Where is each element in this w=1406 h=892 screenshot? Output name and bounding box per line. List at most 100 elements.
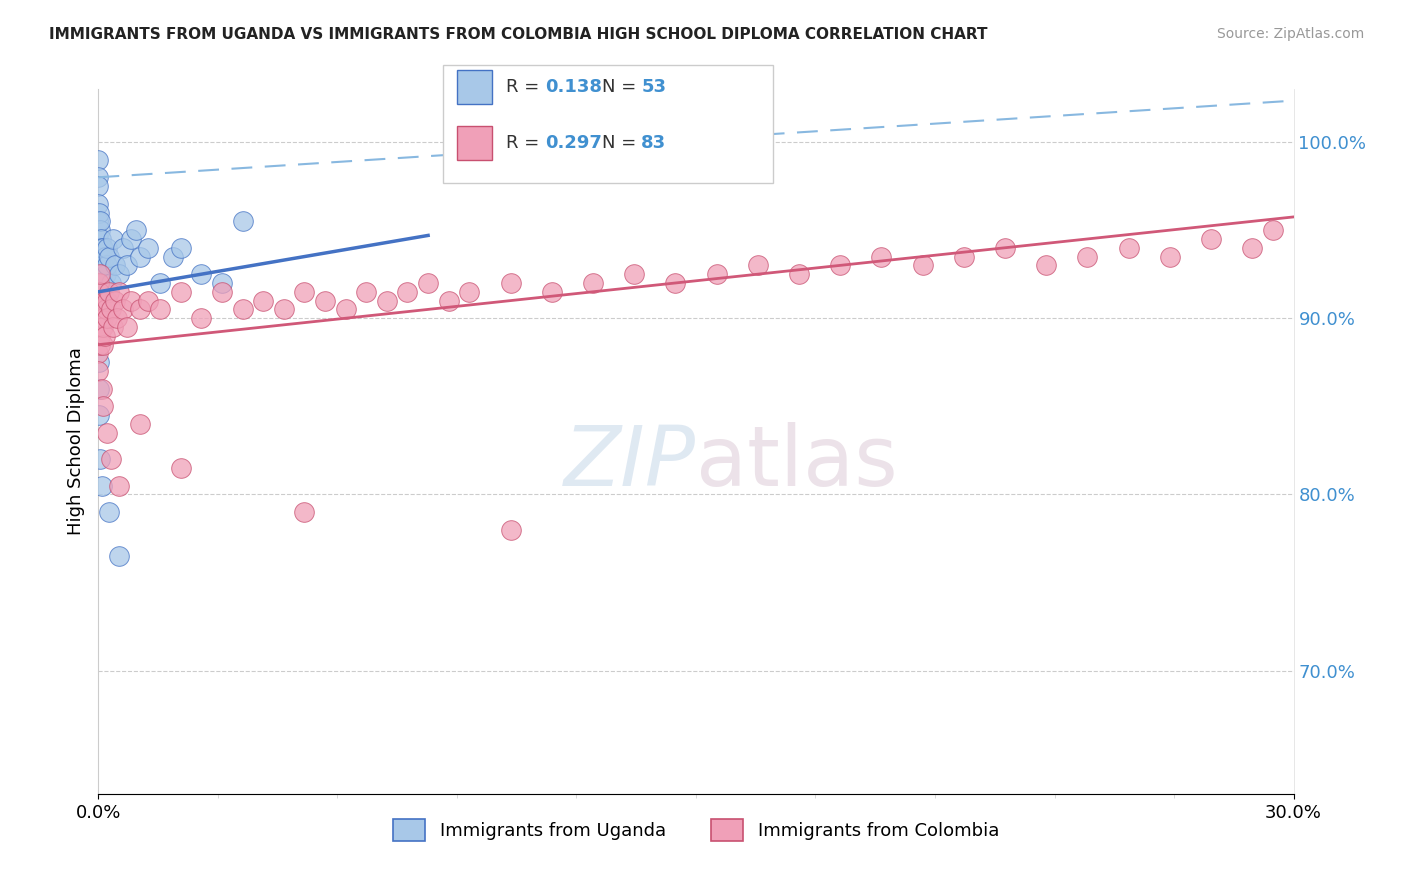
Point bbox=[162, 250, 184, 264]
Point bbox=[104, 259, 127, 273]
Text: IMMIGRANTS FROM UGANDA VS IMMIGRANTS FROM COLOMBIA HIGH SCHOOL DIPLOMA CORRELATI: IMMIGRANTS FROM UGANDA VS IMMIGRANTS FRO… bbox=[49, 27, 987, 42]
Point bbox=[1261, 223, 1284, 237]
Point bbox=[96, 241, 118, 255]
Point bbox=[89, 293, 111, 308]
Point bbox=[89, 223, 111, 237]
Point bbox=[89, 214, 111, 228]
Point bbox=[314, 293, 336, 308]
Point bbox=[91, 337, 114, 351]
Point bbox=[190, 311, 212, 326]
Point bbox=[89, 267, 111, 281]
Point bbox=[89, 250, 111, 264]
Point bbox=[953, 250, 976, 264]
Point bbox=[136, 293, 159, 308]
Point bbox=[211, 276, 233, 290]
Point bbox=[87, 355, 110, 369]
Point bbox=[232, 302, 254, 317]
Point bbox=[623, 267, 645, 281]
Point bbox=[89, 241, 111, 255]
Point bbox=[89, 267, 111, 281]
Point bbox=[294, 505, 316, 519]
Point bbox=[90, 285, 112, 299]
Point bbox=[90, 478, 112, 492]
Text: N =: N = bbox=[602, 134, 641, 152]
Point bbox=[87, 320, 110, 334]
Point bbox=[89, 337, 111, 351]
Point bbox=[87, 293, 110, 308]
Point bbox=[90, 302, 112, 317]
Point bbox=[375, 293, 398, 308]
Point bbox=[149, 276, 172, 290]
Point bbox=[273, 302, 295, 317]
Point bbox=[499, 276, 522, 290]
Point bbox=[101, 320, 124, 334]
Point bbox=[540, 285, 562, 299]
Point bbox=[91, 259, 114, 273]
Point bbox=[1199, 232, 1222, 246]
Point bbox=[747, 259, 769, 273]
Point bbox=[89, 408, 111, 422]
Point bbox=[108, 267, 131, 281]
Point bbox=[89, 241, 111, 255]
Text: R =: R = bbox=[506, 134, 546, 152]
Point bbox=[1076, 250, 1098, 264]
Point bbox=[136, 241, 159, 255]
Y-axis label: High School Diploma: High School Diploma bbox=[66, 348, 84, 535]
Point bbox=[437, 293, 460, 308]
Point bbox=[96, 293, 118, 308]
Point bbox=[93, 293, 115, 308]
Text: ZIP: ZIP bbox=[564, 422, 696, 503]
Point bbox=[96, 259, 118, 273]
Text: R =: R = bbox=[506, 78, 546, 96]
Point bbox=[870, 250, 893, 264]
Text: N =: N = bbox=[602, 78, 641, 96]
Point bbox=[128, 250, 150, 264]
Point bbox=[87, 232, 110, 246]
Point bbox=[90, 382, 112, 396]
Text: 0.297: 0.297 bbox=[546, 134, 602, 152]
Point bbox=[87, 196, 110, 211]
Point bbox=[170, 461, 193, 475]
Text: atlas: atlas bbox=[696, 422, 897, 503]
Point bbox=[89, 320, 111, 334]
Point bbox=[87, 311, 110, 326]
Point bbox=[416, 276, 439, 290]
Text: 83: 83 bbox=[641, 134, 666, 152]
Point bbox=[89, 259, 111, 273]
Point bbox=[108, 478, 131, 492]
Point bbox=[112, 302, 135, 317]
Point bbox=[101, 232, 124, 246]
Point bbox=[93, 329, 115, 343]
Point bbox=[120, 232, 142, 246]
Point bbox=[89, 285, 111, 299]
Point bbox=[128, 302, 150, 317]
Point bbox=[104, 293, 127, 308]
Point bbox=[90, 267, 112, 281]
Point bbox=[124, 223, 146, 237]
Point bbox=[396, 285, 419, 299]
Text: 0.138: 0.138 bbox=[546, 78, 603, 96]
Point bbox=[356, 285, 378, 299]
Point bbox=[87, 179, 110, 194]
Point bbox=[87, 382, 110, 396]
Point bbox=[93, 241, 115, 255]
Point bbox=[89, 205, 111, 219]
Point bbox=[89, 311, 111, 326]
Point bbox=[787, 267, 810, 281]
Point bbox=[89, 311, 111, 326]
Point bbox=[97, 250, 120, 264]
Point bbox=[100, 276, 122, 290]
Point bbox=[90, 241, 112, 255]
Point bbox=[117, 259, 139, 273]
Point bbox=[94, 267, 117, 281]
Point bbox=[93, 293, 115, 308]
Point bbox=[87, 170, 110, 185]
Point bbox=[1241, 241, 1264, 255]
Point bbox=[105, 311, 128, 326]
Text: 53: 53 bbox=[641, 78, 666, 96]
Point bbox=[100, 452, 122, 467]
Point bbox=[335, 302, 357, 317]
Point bbox=[994, 241, 1017, 255]
Point bbox=[108, 285, 131, 299]
Point bbox=[90, 293, 112, 308]
